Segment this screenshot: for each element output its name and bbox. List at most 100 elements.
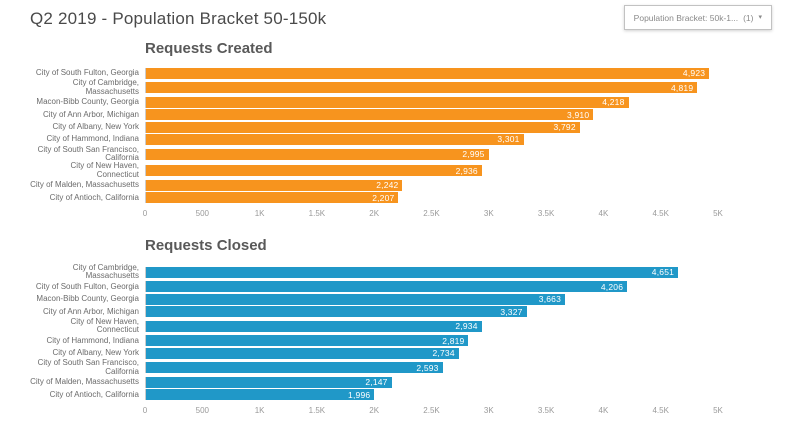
bar-value-label: 2,147 <box>365 377 388 388</box>
bar-row: City of Hammond, Indiana 3,301 <box>30 133 718 145</box>
bar-value-label: 2,207 <box>372 192 395 203</box>
bar[interactable]: 2,734 <box>146 347 459 359</box>
x-axis-tick: 4.5K <box>652 209 669 218</box>
bar[interactable]: 4,218 <box>146 96 629 108</box>
bar-row: City of Antioch, California 1,996 <box>30 389 718 401</box>
bar-value-label: 2,934 <box>455 321 478 332</box>
bar-value-label: 2,936 <box>455 165 478 176</box>
bar[interactable]: 3,792 <box>146 121 580 133</box>
bar-value-label: 4,206 <box>600 281 624 292</box>
bar[interactable]: 4,819 <box>146 82 698 94</box>
bar[interactable]: 3,663 <box>146 293 566 305</box>
category-label: City of Malden, Massachusetts <box>30 180 139 190</box>
category-label: City of New Haven, Connecticut <box>70 316 139 335</box>
page-title: Q2 2019 - Population Bracket 50-150k <box>30 9 327 28</box>
x-axis-tick: 3.5K <box>537 209 555 218</box>
bar[interactable]: 2,936 <box>146 165 482 177</box>
bar-row: City of Cambridge, Massachusetts 4,819 <box>30 79 718 96</box>
population-bracket-dropdown-label: Population Bracket: 50k-1... <box>633 12 739 23</box>
bar-value-label: 4,923 <box>682 68 706 79</box>
x-axis-tick: 5K <box>713 406 723 415</box>
requests-created-x-axis: 0 500 1K 1.5K 2K 2.5K 3K 3.5K 4K 4.5K 5K <box>30 206 723 220</box>
axis-spacer <box>30 206 145 220</box>
bar-track: 2,593 <box>145 362 718 374</box>
bar[interactable]: 2,934 <box>146 320 482 332</box>
bar-row: City of South Fulton, Georgia 4,206 <box>30 281 718 293</box>
bar[interactable]: 4,206 <box>146 281 628 293</box>
bar-track: 2,819 <box>145 335 718 347</box>
population-bracket-dropdown[interactable]: Population Bracket: 50k-1... (1) ▾ <box>623 5 772 30</box>
bar-track: 2,995 <box>145 148 718 160</box>
bar-track: 2,934 <box>145 320 718 332</box>
bar-track: 3,663 <box>145 293 718 305</box>
x-axis-tick: 500 <box>195 406 209 415</box>
axis-spacer <box>30 403 145 417</box>
category-label: City of South San Francisco, California <box>37 144 139 163</box>
bar-track: 4,819 <box>145 82 718 94</box>
x-axis-tick: 2.5K <box>423 209 440 218</box>
bar[interactable]: 3,327 <box>146 306 527 318</box>
bar[interactable]: 3,910 <box>146 109 594 121</box>
x-axis-tick: 5K <box>713 209 723 218</box>
x-axis-tick: 1.5K <box>308 406 326 415</box>
x-axis-tick: 4K <box>598 406 609 415</box>
x-axis-tick: 1K <box>254 209 265 218</box>
bar-row: City of Hammond, Indiana 2,819 <box>30 335 718 347</box>
bar-row: City of Malden, Massachusetts 2,147 <box>30 376 718 388</box>
x-axis-tick: 3K <box>483 406 494 415</box>
x-axis-tick: 500 <box>195 209 209 218</box>
bar-track: 2,734 <box>145 347 718 359</box>
requests-created-chart: Requests Created City of South Fulton, G… <box>30 40 723 220</box>
bar-value-label: 2,819 <box>442 335 465 346</box>
bar-value-label: 3,327 <box>500 306 523 317</box>
x-axis-tick: 3.5K <box>537 406 555 415</box>
bar-row: City of Ann Arbor, Michigan 3,327 <box>30 306 718 318</box>
bar-track: 4,218 <box>145 96 718 108</box>
bar-track: 4,651 <box>145 266 718 278</box>
bar-value-label: 3,301 <box>497 134 520 145</box>
bar[interactable]: 1,996 <box>146 389 375 401</box>
bar[interactable]: 2,147 <box>146 376 392 388</box>
category-label: City of Cambridge, Massachusetts <box>72 263 139 281</box>
x-axis-tick: 1K <box>254 406 265 415</box>
bar[interactable]: 4,923 <box>146 67 710 79</box>
bar-row: City of New Haven, Connecticut 2,936 <box>30 162 718 179</box>
requests-created-bars: City of South Fulton, Georgia 4,923 City o… <box>30 67 718 204</box>
bar[interactable]: 2,995 <box>146 148 489 160</box>
x-axis-tick: 2K <box>369 209 380 218</box>
bar-track: 2,207 <box>145 192 718 204</box>
category-label: City of Malden, Massachusetts <box>30 377 139 387</box>
category-label: City of South Fulton, Georgia <box>35 281 139 291</box>
bar-track: 3,910 <box>145 109 718 121</box>
x-axis-tick: 4K <box>598 209 609 218</box>
bar[interactable]: 2,242 <box>146 179 403 191</box>
category-label: City of Hammond, Indiana <box>46 134 140 144</box>
bar-row: City of Cambridge, Massachusetts 4,651 <box>30 263 718 281</box>
bar-value-label: 4,651 <box>651 267 675 278</box>
requests-closed-bars: City of Cambridge, Massachusetts 4,651 Cit… <box>30 263 718 401</box>
category-label: Macon-Bibb County, Georgia <box>36 97 139 107</box>
bar[interactable]: 2,593 <box>146 362 443 374</box>
bar-value-label: 4,218 <box>602 97 625 108</box>
bar-track: 4,923 <box>145 67 718 79</box>
bar[interactable]: 2,207 <box>146 192 399 204</box>
bar-row: City of South San Francisco, California 2… <box>30 144 718 163</box>
category-label: City of Hammond, Indiana <box>46 335 140 345</box>
bar-track: 2,936 <box>145 165 718 177</box>
x-axis-tick: 4.5K <box>652 406 669 415</box>
bar-track: 3,301 <box>145 133 718 145</box>
bar-track: 3,792 <box>145 121 718 133</box>
bar-row: City of Albany, New York 3,792 <box>30 121 718 133</box>
bar[interactable]: 2,819 <box>146 335 469 347</box>
bar[interactable]: 3,301 <box>146 133 524 145</box>
requests-closed-chart: Requests Closed City of Cambridge, Massa… <box>30 237 723 417</box>
bar[interactable]: 4,651 <box>146 266 679 278</box>
category-label: Macon-Bibb County, Georgia <box>36 294 139 304</box>
category-label: City of South San Francisco, California <box>37 358 139 376</box>
bar-row: City of Malden, Massachusetts 2,242 <box>30 179 718 191</box>
requests-closed-x-axis: 0 500 1K 1.5K 2K 2.5K 3K 3.5K 4K 4.5K 5K <box>30 403 723 417</box>
x-axis-tick: 2.5K <box>423 406 440 415</box>
x-axis-tick: 3K <box>483 209 494 218</box>
bar-track: 2,147 <box>145 376 718 388</box>
